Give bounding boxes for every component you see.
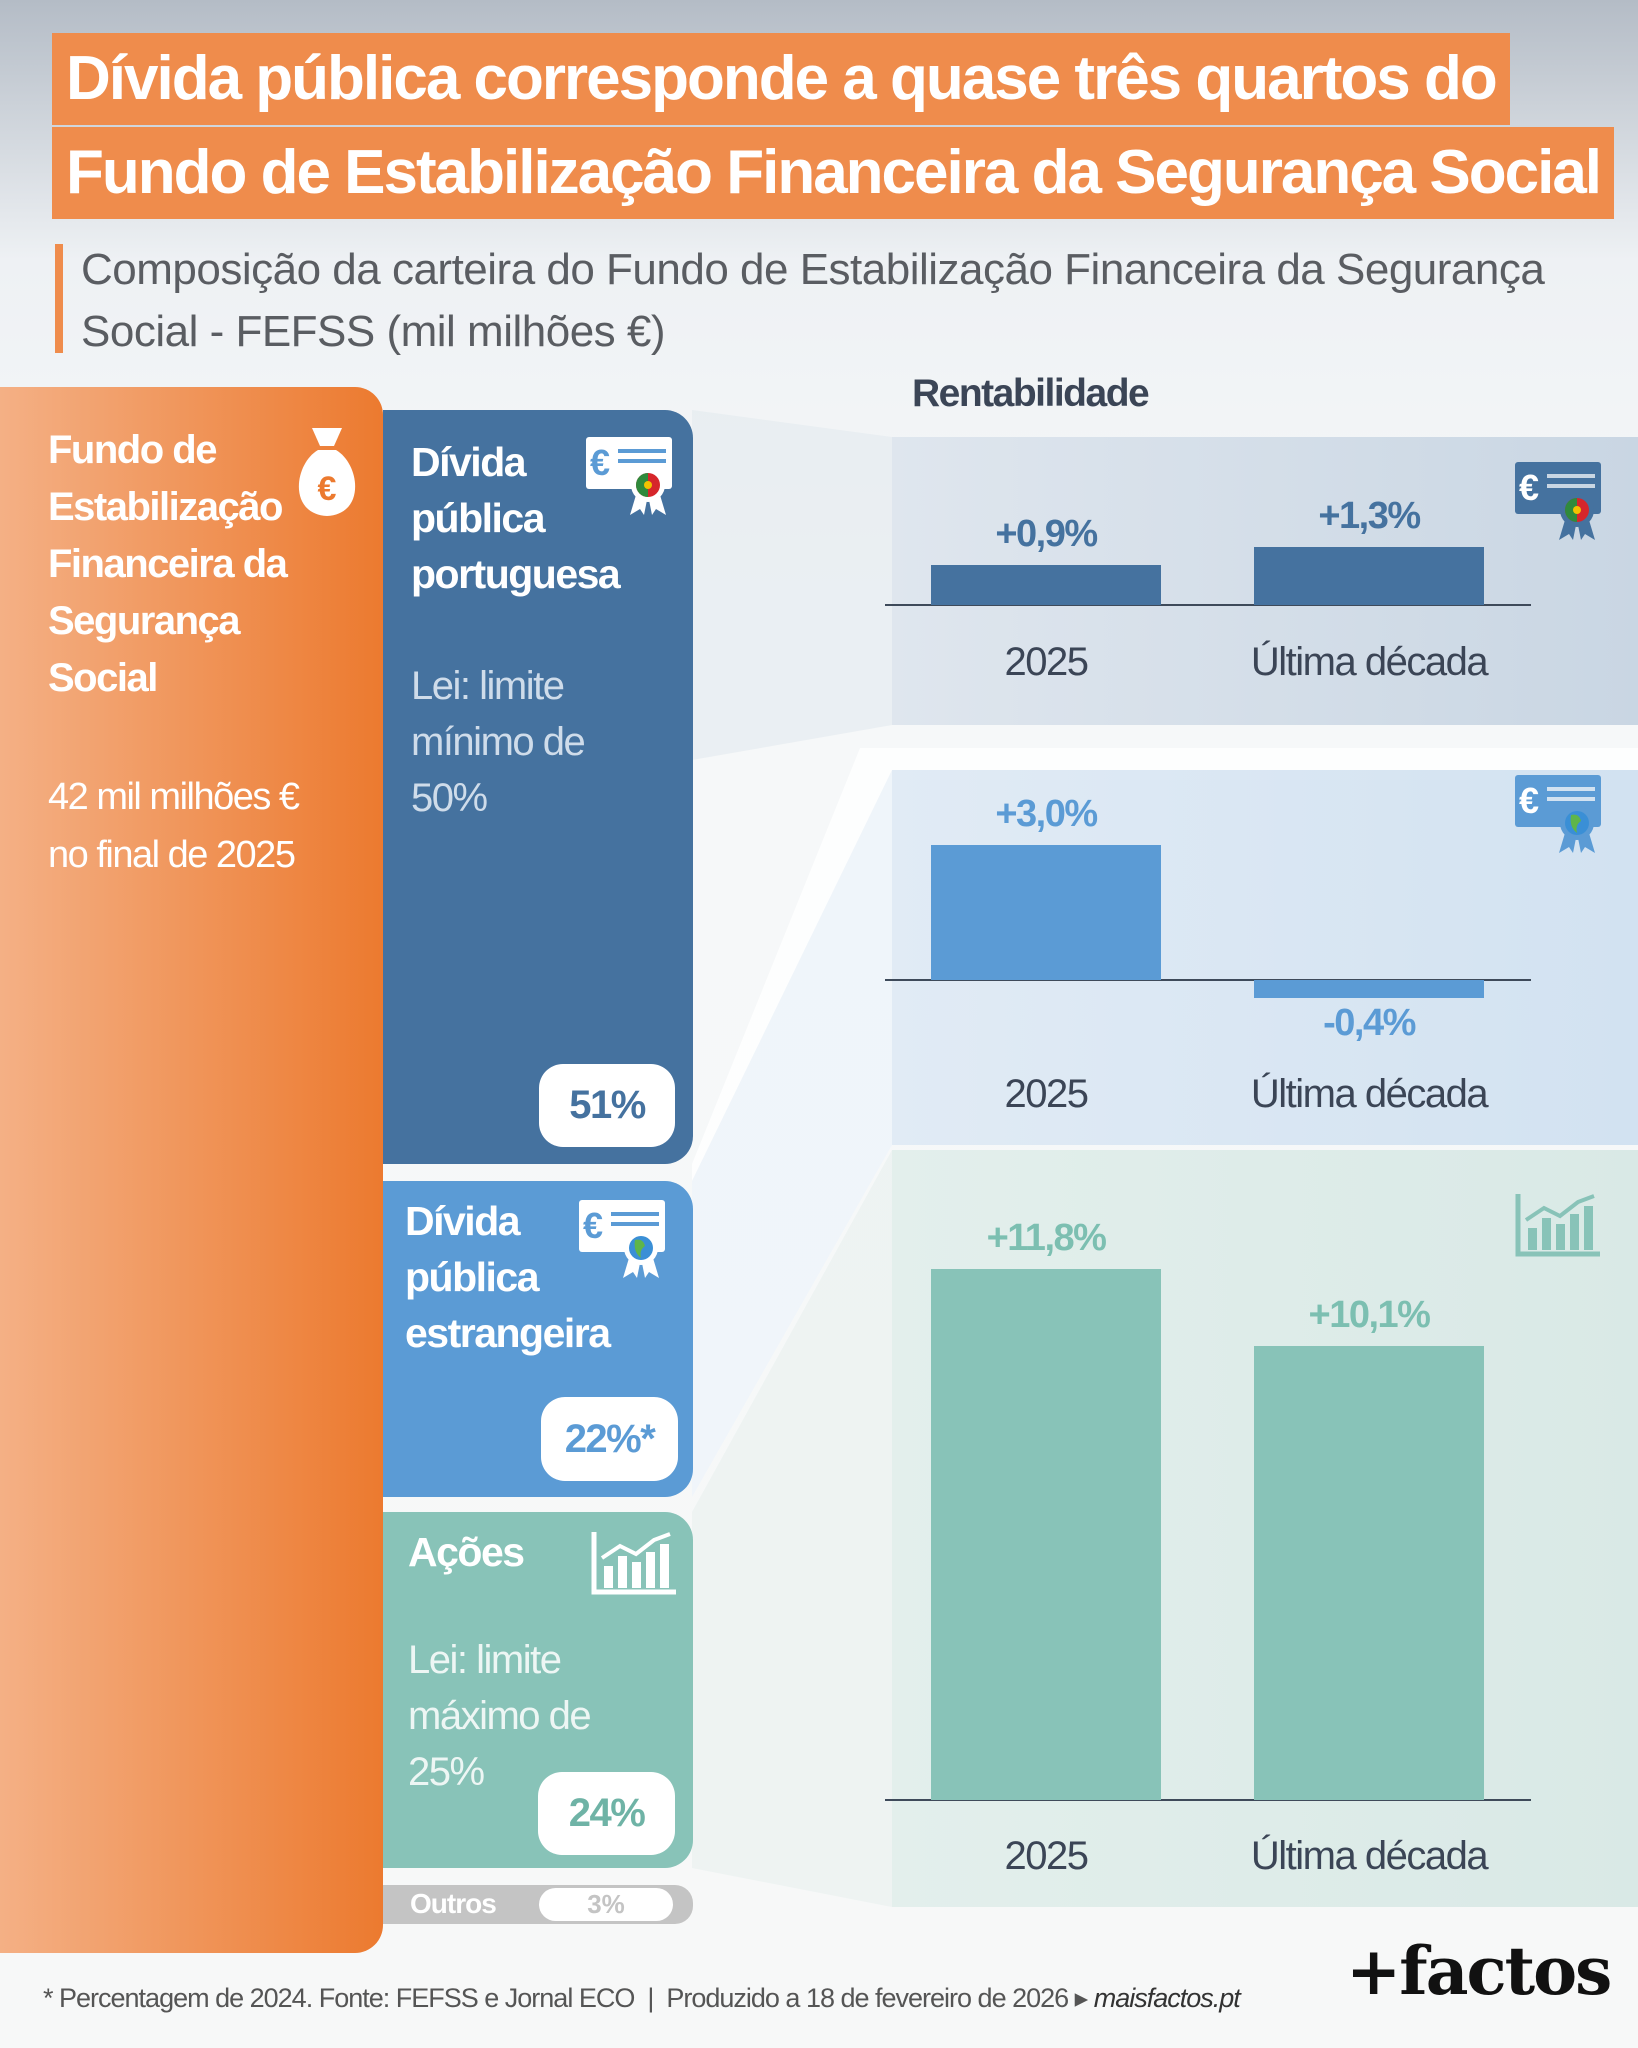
chart-category-label: 2025 bbox=[1004, 1072, 1089, 1116]
share-badge: 3% bbox=[539, 1888, 673, 1921]
card-portuguese-debt: Dívida pública portuguesa Lei: limite mí… bbox=[383, 410, 693, 1164]
chart-value-label: +0,9% bbox=[995, 512, 1098, 555]
share-badge: 22%* bbox=[541, 1397, 678, 1481]
chart-category-label: Última década bbox=[1250, 1072, 1489, 1116]
chart-axis bbox=[885, 604, 1531, 606]
card-law: Lei: limite máximo de 25% bbox=[408, 1638, 592, 1794]
svg-text:€: € bbox=[590, 442, 610, 483]
card-stocks: Ações Lei: limite máximo de 25% 24% bbox=[383, 1512, 693, 1868]
subtitle-line-2: Social - FEFSS (mil milhões €) bbox=[81, 307, 666, 356]
chart-category-label: 2025 bbox=[1004, 640, 1089, 684]
svg-text:€: € bbox=[1519, 467, 1539, 508]
card-title: Dívida pública portuguesa bbox=[411, 439, 621, 597]
share-badge: 51% bbox=[539, 1064, 675, 1147]
chart-bar bbox=[1254, 1345, 1484, 1800]
svg-text:€: € bbox=[318, 470, 337, 508]
fund-amount: 42 mil milhões € no final de 2025 bbox=[48, 768, 300, 884]
fund-name: Fundo de Estabilização Financeira da Seg… bbox=[48, 428, 288, 700]
card-title: Outros bbox=[410, 1888, 497, 1919]
footer-link[interactable]: maisfactos.pt bbox=[1093, 1983, 1241, 2013]
chart-bar bbox=[931, 1269, 1161, 1800]
chart-value-label: +1,3% bbox=[1318, 494, 1421, 537]
card-law: Lei: limite mínimo de 50% bbox=[411, 664, 586, 820]
certificate-globe-icon: € bbox=[579, 1200, 665, 1278]
chart-value-label: -0,4% bbox=[1323, 1002, 1416, 1044]
chart-bar bbox=[931, 845, 1161, 980]
subtitle-line-1: Composição da carteira do Fundo de Estab… bbox=[81, 245, 1545, 294]
subtitle-accent-bar bbox=[55, 244, 63, 353]
returns-heading: Rentabilidade bbox=[912, 372, 1150, 415]
certificate-portugal-icon: € bbox=[1515, 462, 1601, 540]
chart-category-label: Última década bbox=[1250, 1834, 1489, 1878]
footer-source: * Percentagem de 2024. Fonte: FEFSS e Jo… bbox=[43, 1983, 1094, 2013]
footer-note: * Percentagem de 2024. Fonte: FEFSS e Jo… bbox=[43, 1983, 1241, 2014]
chart-value-label: +11,8% bbox=[986, 1217, 1107, 1259]
chart-value-label: +10,1% bbox=[1308, 1293, 1431, 1336]
svg-text:€: € bbox=[1519, 780, 1539, 821]
chart-bar bbox=[1254, 980, 1484, 998]
share-badge: 24% bbox=[538, 1772, 675, 1855]
stock-chart-icon bbox=[591, 1532, 676, 1595]
stock-chart-icon bbox=[1515, 1194, 1600, 1257]
chart-category-label: Última década bbox=[1250, 640, 1489, 684]
chart-bar bbox=[1254, 546, 1484, 605]
chart-axis bbox=[885, 1799, 1531, 1801]
card-title: Ações bbox=[408, 1529, 525, 1575]
title-line-1: Dívida pública corresponde a quase três … bbox=[52, 33, 1510, 125]
title-line-2: Fundo de Estabilização Financeira da Seg… bbox=[52, 127, 1615, 219]
chart-category-label: 2025 bbox=[1004, 1834, 1089, 1878]
fund-amount-line-1: 42 mil milhões € bbox=[48, 776, 300, 818]
fund-panel bbox=[0, 387, 383, 1953]
certificate-portugal-icon: € bbox=[586, 437, 672, 515]
money-bag-icon: € bbox=[298, 428, 356, 516]
svg-text:€: € bbox=[583, 1205, 603, 1246]
chart-value-label: +3,0% bbox=[995, 793, 1098, 835]
certificate-globe-icon: € bbox=[1515, 775, 1601, 853]
chart-bar bbox=[931, 564, 1161, 605]
logo: +factos bbox=[1346, 1932, 1612, 2010]
card-others: Outros 3% bbox=[383, 1885, 693, 1924]
fund-amount-line-2: no final de 2025 bbox=[48, 834, 296, 876]
chart-axis bbox=[885, 979, 1531, 981]
card-title: Dívida pública estrangeira bbox=[405, 1198, 611, 1356]
